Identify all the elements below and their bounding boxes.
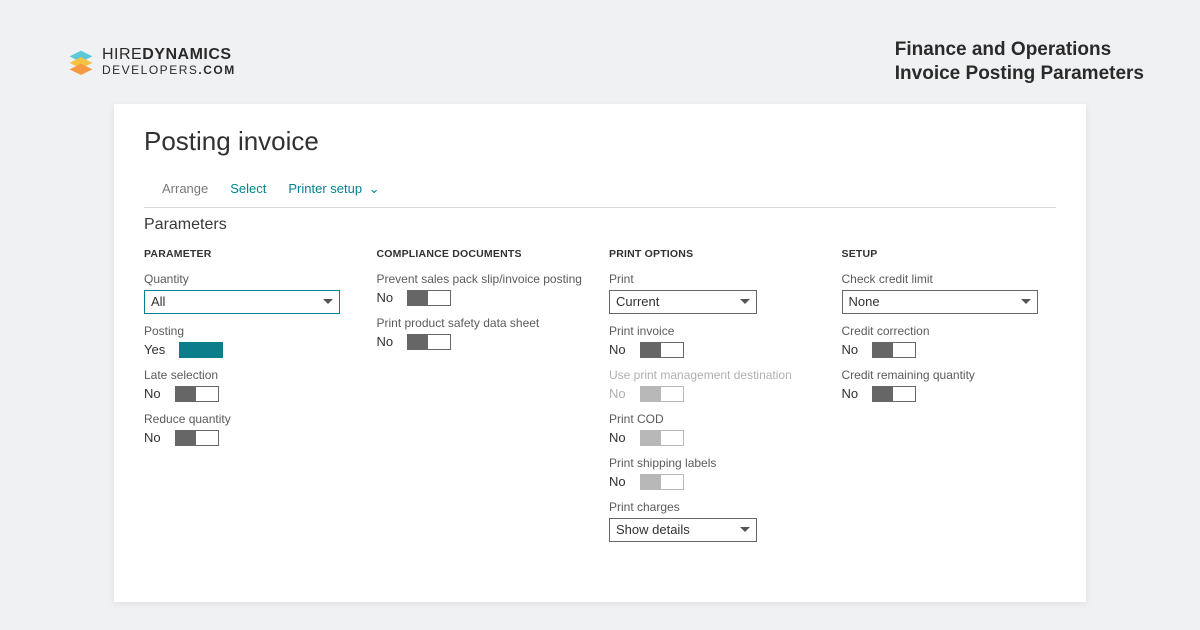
value-safety-sheet: No xyxy=(377,334,394,349)
label-posting: Posting xyxy=(144,324,359,338)
field-credit-correction: Credit correction No xyxy=(842,324,1057,358)
value-prevent-posting: No xyxy=(377,290,394,305)
label-safety-sheet: Print product safety data sheet xyxy=(377,316,592,330)
value-posting: Yes xyxy=(144,342,165,357)
value-print-shipping: No xyxy=(609,474,626,489)
field-late-selection: Late selection No xyxy=(144,368,359,402)
field-reduce-quantity: Reduce quantity No xyxy=(144,412,359,446)
chevron-down-icon: ⌄ xyxy=(365,181,380,196)
value-print-cod: No xyxy=(609,430,626,445)
label-reduce-quantity: Reduce quantity xyxy=(144,412,359,426)
chevron-down-icon xyxy=(323,299,333,304)
page-header-title: Finance and Operations Invoice Posting P… xyxy=(895,38,1144,86)
chevron-down-icon xyxy=(1021,299,1031,304)
field-print-shipping: Print shipping labels No xyxy=(609,456,824,490)
toggle-print-invoice[interactable] xyxy=(640,342,684,358)
col-header-print: PRINT OPTIONS xyxy=(609,248,824,260)
col-parameter: PARAMETER Quantity All Posting Yes xyxy=(144,248,377,552)
field-credit-limit: Check credit limit None xyxy=(842,272,1057,314)
toggle-safety-sheet[interactable] xyxy=(407,334,451,350)
select-print-charges[interactable]: Show details xyxy=(609,518,757,542)
field-print-mgmt: Use print management destination No xyxy=(609,368,824,402)
value-print-mgmt: No xyxy=(609,386,626,401)
chevron-down-icon xyxy=(740,527,750,532)
divider xyxy=(144,207,1056,208)
toggle-print-mgmt xyxy=(640,386,684,402)
label-credit-remaining: Credit remaining quantity xyxy=(842,368,1057,382)
field-quantity: Quantity All xyxy=(144,272,359,314)
field-print-cod: Print COD No xyxy=(609,412,824,446)
brand-logo: HIREDYNAMICS DEVELOPERS.COM xyxy=(68,47,236,76)
main-panel: Posting invoice Arrange Select Printer s… xyxy=(114,104,1086,602)
toggle-prevent-posting[interactable] xyxy=(407,290,451,306)
label-credit-correction: Credit correction xyxy=(842,324,1057,338)
col-header-parameter: PARAMETER xyxy=(144,248,359,260)
field-safety-sheet: Print product safety data sheet No xyxy=(377,316,592,350)
value-print-invoice: No xyxy=(609,342,626,357)
toggle-late-selection[interactable] xyxy=(175,386,219,402)
section-title: Parameters xyxy=(144,216,1056,234)
label-print-shipping: Print shipping labels xyxy=(609,456,824,470)
label-print-charges: Print charges xyxy=(609,500,824,514)
select-print[interactable]: Current xyxy=(609,290,757,314)
field-credit-remaining: Credit remaining quantity No xyxy=(842,368,1057,402)
col-print-options: PRINT OPTIONS Print Current Print invoic… xyxy=(609,248,842,552)
field-print-charges: Print charges Show details xyxy=(609,500,824,542)
col-compliance: COMPLIANCE DOCUMENTS Prevent sales pack … xyxy=(377,248,610,552)
toggle-credit-correction[interactable] xyxy=(872,342,916,358)
chevron-down-icon xyxy=(740,299,750,304)
label-prevent-posting: Prevent sales pack slip/invoice posting xyxy=(377,272,592,286)
label-print-mgmt: Use print management destination xyxy=(609,368,824,382)
panel-title: Posting invoice xyxy=(144,126,1056,157)
logo-icon xyxy=(68,49,94,75)
col-header-compliance: COMPLIANCE DOCUMENTS xyxy=(377,248,592,260)
brand-text: HIREDYNAMICS DEVELOPERS.COM xyxy=(102,47,236,76)
value-reduce-quantity: No xyxy=(144,430,161,445)
toggle-credit-remaining[interactable] xyxy=(872,386,916,402)
select-credit-limit[interactable]: None xyxy=(842,290,1038,314)
label-print: Print xyxy=(609,272,824,286)
col-setup: SETUP Check credit limit None Credit cor… xyxy=(842,248,1057,552)
tab-bar: Arrange Select Printer setup ⌄ xyxy=(144,181,1056,197)
label-late-selection: Late selection xyxy=(144,368,359,382)
toggle-posting[interactable] xyxy=(179,342,223,358)
label-credit-limit: Check credit limit xyxy=(842,272,1057,286)
toggle-print-cod[interactable] xyxy=(640,430,684,446)
toggle-reduce-quantity[interactable] xyxy=(175,430,219,446)
top-bar: HIREDYNAMICS DEVELOPERS.COM Finance and … xyxy=(18,20,1182,104)
col-header-setup: SETUP xyxy=(842,248,1057,260)
tab-select[interactable]: Select xyxy=(230,181,266,197)
value-late-selection: No xyxy=(144,386,161,401)
value-credit-remaining: No xyxy=(842,386,859,401)
toggle-print-shipping[interactable] xyxy=(640,474,684,490)
field-prevent-posting: Prevent sales pack slip/invoice posting … xyxy=(377,272,592,306)
value-credit-correction: No xyxy=(842,342,859,357)
tab-arrange[interactable]: Arrange xyxy=(162,181,208,197)
field-print: Print Current xyxy=(609,272,824,314)
label-print-invoice: Print invoice xyxy=(609,324,824,338)
select-quantity[interactable]: All xyxy=(144,290,340,314)
label-quantity: Quantity xyxy=(144,272,359,286)
label-print-cod: Print COD xyxy=(609,412,824,426)
field-posting: Posting Yes xyxy=(144,324,359,358)
parameters-grid: PARAMETER Quantity All Posting Yes xyxy=(144,248,1056,552)
tab-printer-setup[interactable]: Printer setup ⌄ xyxy=(288,181,379,197)
field-print-invoice: Print invoice No xyxy=(609,324,824,358)
